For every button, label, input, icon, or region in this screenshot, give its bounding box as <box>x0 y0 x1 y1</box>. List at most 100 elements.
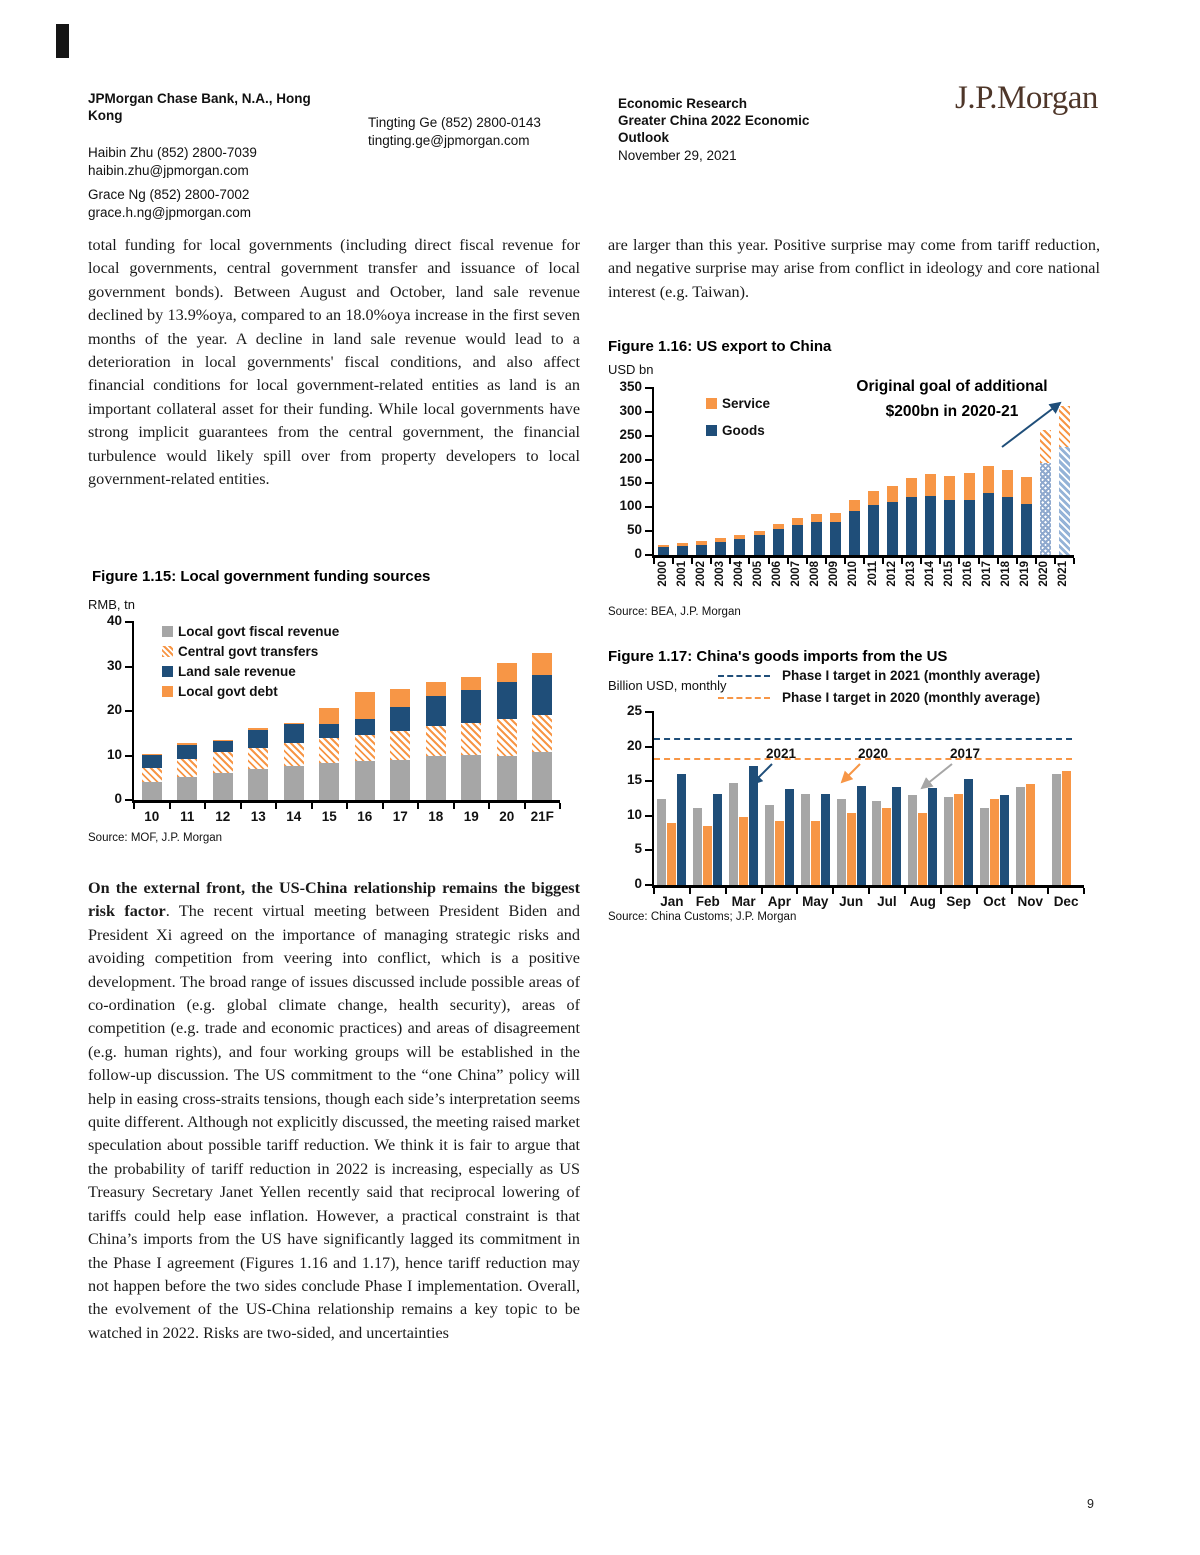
legend-label: Phase I target in 2020 (monthly average) <box>782 690 1041 705</box>
bar-2017-Sep <box>944 797 954 885</box>
x-tick-mark <box>168 803 171 809</box>
figure-source: Source: BEA, J.P. Morgan <box>608 606 741 618</box>
x-tick-label: 17 <box>392 809 408 824</box>
paragraph-lead-bold: On the external front, the US-China rela… <box>88 879 580 921</box>
x-tick-mark <box>688 888 691 894</box>
chart-legend: Local govt fiscal revenue Central govt t… <box>162 624 339 699</box>
x-tick-label: 2020 <box>1038 561 1051 587</box>
x-tick-mark <box>204 803 206 809</box>
x-tick-mark <box>452 803 455 809</box>
legend-item: Local govt fiscal revenue <box>162 624 339 639</box>
figure-title: Figure 1.16: US export to China <box>608 338 832 355</box>
bar-segment-Central govt transfers-20 <box>496 719 517 756</box>
chart-plot-area: Local govt fiscal revenue Central govt t… <box>107 613 561 824</box>
x-tick-mark <box>805 558 808 564</box>
bar-segment-Local govt fiscal revenue-18 <box>425 756 446 800</box>
x-tick-label: Nov <box>1017 894 1043 909</box>
figure-1-17: Figure 1.17: China's goods imports from … <box>608 646 1108 946</box>
bar-segment-Local govt debt-20 <box>496 662 517 682</box>
y-tick-label: 0 <box>114 791 122 806</box>
legend-label: Service <box>722 396 771 411</box>
bar-segment-Land sale revenue-10 <box>141 754 162 768</box>
bar-2020-Apr <box>774 821 784 885</box>
y-tick-mark <box>645 554 654 556</box>
publication-date: November 29, 2021 <box>618 148 737 163</box>
bar-segment-Goods-2008 <box>810 521 822 555</box>
y-tick-label: 10 <box>626 806 642 822</box>
bar-2020-Nov <box>1025 783 1035 885</box>
y-tick-mark <box>645 458 654 461</box>
y-axis-unit: RMB, tn <box>88 597 135 612</box>
bar-segment-Local govt debt-18 <box>425 681 446 697</box>
bar-2020-Jun <box>846 813 856 885</box>
bar-segment-Goods-2000 <box>658 547 670 555</box>
chart-legend: Service Goods <box>706 396 770 438</box>
x-tick-label: Mar <box>731 894 756 909</box>
bar-2021-Jan <box>677 774 687 885</box>
bar-segment-Goods-2003 <box>715 541 727 555</box>
x-tick-mark <box>729 558 732 564</box>
bar-segment-Goods-2010 <box>848 511 860 555</box>
bar-2021-Aug <box>928 788 938 885</box>
bar-segment-Service-2017 <box>982 465 994 493</box>
bar-segment-Local govt fiscal revenue-12 <box>212 772 233 800</box>
x-tick-mark <box>310 803 313 809</box>
legend-swatch-navy <box>162 666 173 677</box>
bar-2021-Mar <box>749 765 759 885</box>
y-tick-mark <box>645 434 654 437</box>
bar-segment-Service-2016 <box>963 473 975 500</box>
bar-2017-Dec <box>1051 773 1061 885</box>
annotation-arrow-2020 <box>840 763 861 784</box>
bar-segment-Service-2011 <box>868 491 880 506</box>
bar-segment-Local govt fiscal revenue-13 <box>248 769 269 800</box>
x-tick-mark <box>843 558 846 564</box>
bar-segment-Service-2009 <box>829 513 841 522</box>
legend-swatch-orange <box>706 398 717 409</box>
x-tick-label: 16 <box>357 809 373 824</box>
x-tick-mark <box>488 803 490 809</box>
x-tick-mark <box>346 803 348 809</box>
bar-segment-Goods-2013 <box>906 496 918 555</box>
legend-label: Phase I target in 2021 (monthly average) <box>782 668 1041 683</box>
bar-segment-Local govt debt-10 <box>141 753 162 755</box>
y-tick-mark <box>645 780 654 783</box>
x-tick-label: 2014 <box>923 561 936 587</box>
bar-segment-Central govt transfers-21F <box>532 714 553 753</box>
x-tick-label: Jul <box>877 894 897 909</box>
x-tick-mark <box>653 888 655 894</box>
legend-item: Local govt debt <box>162 684 339 699</box>
bar-2021-May <box>820 794 830 885</box>
bar-2017-Apr <box>764 805 774 885</box>
x-tick-label: 2007 <box>790 561 803 587</box>
x-tick-label: 2005 <box>752 561 764 587</box>
y-tick-label: 20 <box>626 737 642 753</box>
y-tick-label: 0 <box>634 876 642 891</box>
x-tick-mark <box>901 558 904 564</box>
y-tick-label: 50 <box>626 522 642 538</box>
bar-2017-May <box>800 793 810 885</box>
y-tick-label: 30 <box>106 657 122 673</box>
x-tick-label: 14 <box>286 809 302 824</box>
bar-segment-Goods-2021 <box>1058 446 1070 555</box>
bar-segment-Local govt debt-15 <box>319 707 340 724</box>
bar-segment-Local govt fiscal revenue-20 <box>496 755 517 800</box>
y-tick-label: 100 <box>619 498 642 514</box>
bar-segment-Goods-2018 <box>1001 497 1013 555</box>
bar-2017-Aug <box>908 795 918 885</box>
x-tick-mark <box>767 558 770 564</box>
contact-email: tingting.ge@jpmorgan.com <box>368 133 530 148</box>
bar-segment-Goods-2019 <box>1020 503 1032 555</box>
bar-2021-Sep <box>964 779 974 885</box>
bar-segment-Central govt transfers-19 <box>461 722 482 756</box>
header-organization: JPMorgan Chase Bank, N.A., Hong Kong <box>88 91 311 123</box>
bar-segment-Land sale revenue-20 <box>496 681 517 720</box>
annotation-arrow-2017 <box>920 763 953 790</box>
legend-label: Local govt debt <box>178 684 278 699</box>
legend-swatch-gray <box>162 626 173 637</box>
publication-series: Economic Research <box>618 96 748 111</box>
body-paragraph-risks: are larger than this year. Positive surp… <box>608 236 1100 301</box>
annotation-line: Original goal of additional <box>856 378 1048 395</box>
bar-segment-Service-2000 <box>658 544 670 548</box>
x-tick-label: 2013 <box>904 561 917 587</box>
y-tick-label: 200 <box>619 450 642 466</box>
